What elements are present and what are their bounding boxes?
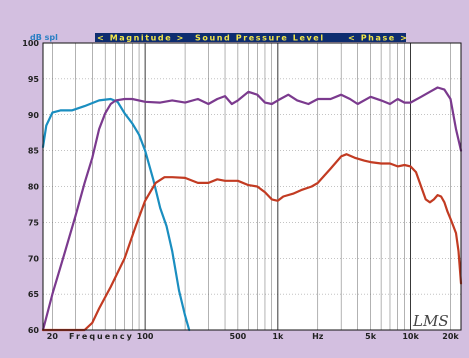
- y-tick-label: 100: [22, 39, 39, 48]
- series-layer: [41, 86, 463, 332]
- y-tick-labels: 60 65 70 75 80 85 90 95 100: [22, 39, 39, 335]
- x-tick-label: 20: [47, 332, 59, 341]
- header-bar: [95, 33, 406, 42]
- x-tick-label: 5k: [365, 332, 377, 341]
- y-tick-label: 75: [28, 218, 40, 227]
- y-tick-label: 65: [28, 290, 40, 299]
- plot-frame: [42, 42, 462, 331]
- x-tick-label: 10k: [402, 332, 419, 341]
- y-tick-label: 90: [28, 111, 40, 120]
- series-line-3: [41, 153, 463, 332]
- y-tick-label: 80: [28, 183, 40, 192]
- y-tick-label: 85: [28, 147, 40, 156]
- x-axis-label: Frequency: [69, 332, 134, 341]
- signature: LMS: [412, 312, 449, 330]
- y-axis-unit-label: dB spl: [30, 33, 58, 42]
- x-tick-label: 100: [137, 332, 154, 341]
- x-tick-label: 1k: [272, 332, 284, 341]
- header-magnitude: < Magnitude >: [97, 34, 185, 43]
- y-tick-label: 70: [28, 254, 40, 263]
- x-tick-label: 500: [230, 332, 247, 341]
- x-tick-label: Hz: [312, 332, 324, 341]
- header-spl: Sound Pressure Level: [195, 34, 325, 43]
- y-tick-label: 95: [28, 75, 40, 84]
- x-tick-labels: 20 100 500 1k Hz 5k 10k 20k: [47, 332, 460, 341]
- header-phase: < Phase >: [348, 34, 409, 43]
- series-line-1: [41, 97, 191, 332]
- x-tick-label: 20k: [442, 332, 459, 341]
- series-line-2: [41, 86, 463, 332]
- y-tick-label: 60: [28, 326, 40, 335]
